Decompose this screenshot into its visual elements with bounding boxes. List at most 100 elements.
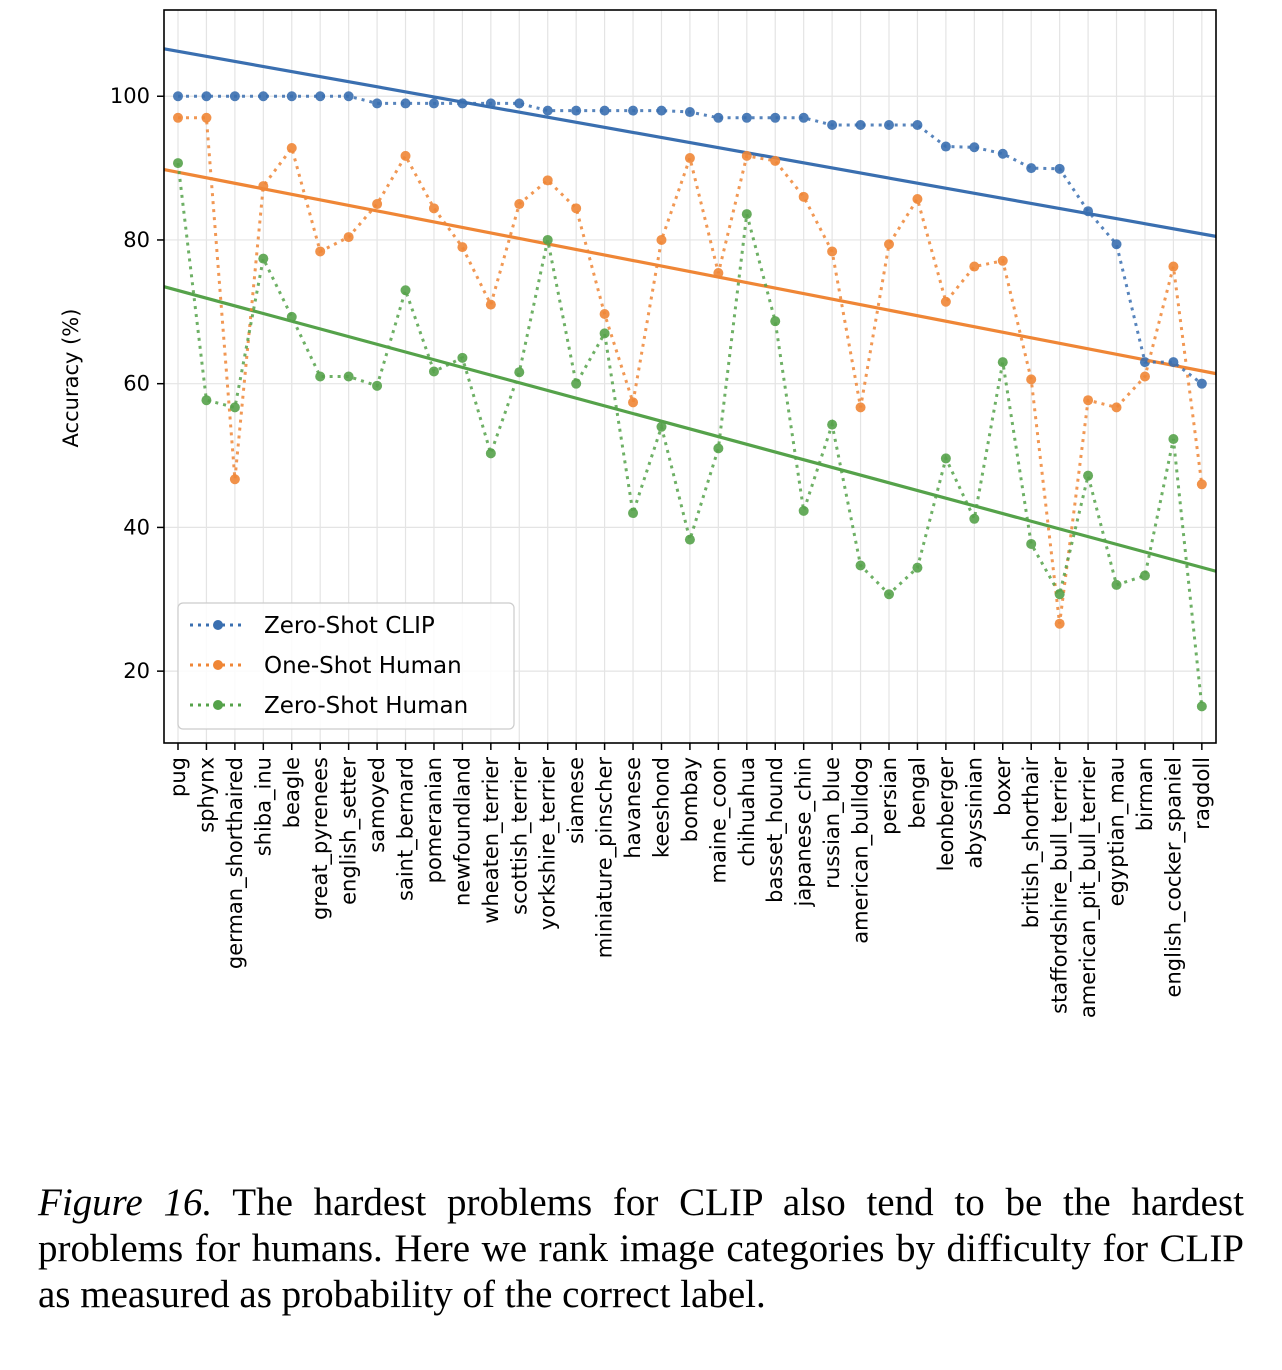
data-point xyxy=(571,105,582,116)
data-point xyxy=(1168,357,1179,368)
data-point xyxy=(201,112,212,123)
x-tick-label: american_pit_bull_terrier xyxy=(1076,757,1101,1018)
data-point xyxy=(684,153,695,164)
data-point xyxy=(315,246,326,257)
x-tick-label: english_setter xyxy=(337,757,362,905)
data-point xyxy=(286,311,297,322)
data-point xyxy=(428,366,439,377)
x-tick-label: bengal xyxy=(905,757,929,829)
x-tick-label: abyssinian xyxy=(962,757,986,869)
data-point xyxy=(428,203,439,214)
x-tick-label: staffordshire_bull_terrier xyxy=(1048,757,1073,1014)
data-point xyxy=(286,91,297,102)
data-point xyxy=(770,316,781,327)
x-tick-label: newfoundland xyxy=(450,757,474,906)
x-tick-label: japanese_chin xyxy=(792,757,817,908)
x-tick-label: saint_bernard xyxy=(394,757,419,901)
x-tick-label: scottish_terrier xyxy=(507,757,532,915)
data-point xyxy=(514,199,525,210)
data-point xyxy=(485,448,496,459)
data-point xyxy=(343,371,354,382)
legend-label: One-Shot Human xyxy=(264,653,462,679)
y-tick-label: 80 xyxy=(123,228,150,252)
data-point xyxy=(315,371,326,382)
series-lines xyxy=(173,91,1207,712)
legend: Zero-Shot CLIP One-Shot Human Zero-Shot Hu… xyxy=(177,602,515,730)
data-point xyxy=(457,352,468,363)
trend-line xyxy=(163,47,1217,238)
data-point xyxy=(770,155,781,166)
data-point xyxy=(713,443,724,454)
data-point xyxy=(201,395,212,406)
data-point xyxy=(770,112,781,123)
x-tick-label: maine_coon xyxy=(706,757,731,883)
data-point xyxy=(741,209,752,220)
data-point xyxy=(827,419,838,430)
data-point xyxy=(798,505,809,516)
x-tick-label: american_bulldog xyxy=(849,757,874,944)
legend-label: Zero-Shot Human xyxy=(264,693,468,719)
data-point xyxy=(997,255,1008,266)
data-point xyxy=(1168,434,1179,445)
data-point xyxy=(400,150,411,161)
data-point xyxy=(827,119,838,130)
data-point xyxy=(1054,618,1065,629)
data-point xyxy=(514,367,525,378)
data-point xyxy=(656,105,667,116)
data-point xyxy=(798,112,809,123)
data-point xyxy=(173,91,183,102)
x-tick-label: yorkshire_terrier xyxy=(536,757,561,931)
data-point xyxy=(599,105,610,116)
data-point xyxy=(912,193,923,204)
data-point xyxy=(1026,163,1037,174)
y-tick-label: 100 xyxy=(110,84,150,108)
x-tick-label: samoyed xyxy=(365,757,389,853)
data-point xyxy=(229,91,240,102)
data-point xyxy=(173,112,183,123)
data-point xyxy=(1196,701,1207,712)
data-point xyxy=(1111,579,1122,590)
data-point xyxy=(201,91,212,102)
data-point xyxy=(457,98,468,109)
data-point xyxy=(969,513,980,524)
data-point xyxy=(912,119,923,130)
data-point xyxy=(315,91,326,102)
x-tick-label: great_pyrenees xyxy=(308,757,333,920)
data-point xyxy=(884,589,894,600)
x-tick-label: pug xyxy=(166,757,190,797)
data-point xyxy=(997,148,1008,159)
data-point xyxy=(1083,206,1094,217)
legend-box xyxy=(177,602,515,730)
data-point xyxy=(855,560,866,571)
data-point xyxy=(542,105,553,116)
data-point xyxy=(713,268,724,279)
x-tick-label: boxer xyxy=(991,757,1015,816)
data-point xyxy=(1054,163,1065,174)
caption-text: The hardest problems for CLIP also tend … xyxy=(38,1181,1245,1316)
data-point xyxy=(1139,371,1150,382)
x-tick-label: sphynx xyxy=(194,757,218,833)
data-point xyxy=(400,285,411,296)
legend-label: Zero-Shot CLIP xyxy=(264,613,435,639)
legend-marker xyxy=(213,620,223,630)
data-point xyxy=(656,234,667,245)
data-point xyxy=(343,232,354,243)
legend-marker xyxy=(213,660,223,670)
data-point xyxy=(286,142,297,153)
x-tick-label: siamese xyxy=(564,757,588,844)
data-point xyxy=(940,141,951,152)
data-point xyxy=(1083,395,1094,406)
data-point xyxy=(258,91,269,102)
data-point xyxy=(1026,374,1037,385)
x-tick-label: wheaten_terrier xyxy=(479,757,504,924)
data-point xyxy=(1139,570,1150,581)
data-point xyxy=(713,112,724,123)
x-tick-label: leonberger xyxy=(934,757,958,872)
figure-caption: Figure 16. The hardest problems for CLIP… xyxy=(38,1180,1244,1318)
x-tick-label: german_shorthaired xyxy=(223,757,248,969)
data-point xyxy=(741,150,752,161)
data-point xyxy=(940,453,951,464)
data-point xyxy=(428,98,439,109)
data-point xyxy=(884,119,894,130)
